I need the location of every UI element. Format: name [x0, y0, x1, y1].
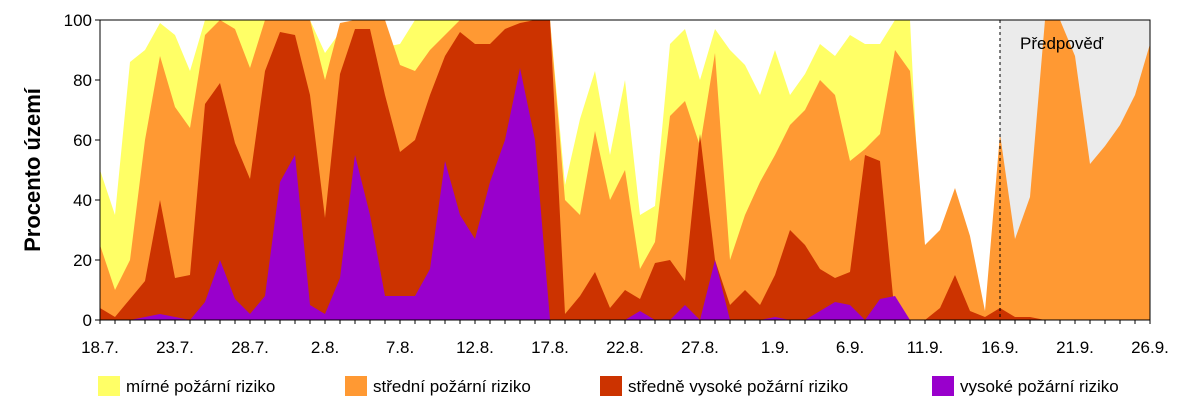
legend-label: mírné požární riziko [126, 377, 275, 396]
x-tick-label: 16.9. [981, 338, 1019, 357]
x-tick-label: 23.7. [156, 338, 194, 357]
legend-label: středně vysoké požární riziko [628, 377, 848, 396]
x-tick-label: 28.7. [231, 338, 269, 357]
x-tick-label: 18.7. [81, 338, 119, 357]
x-tick-label: 2.8. [311, 338, 339, 357]
series-layer [100, 20, 1150, 320]
x-tick-label: 26.9. [1131, 338, 1169, 357]
x-tick-label: 12.8. [456, 338, 494, 357]
x-tick-label: 22.8. [606, 338, 644, 357]
x-tick-label: 7.8. [386, 338, 414, 357]
x-tick-label: 11.9. [907, 338, 944, 357]
legend-label: střední požární riziko [373, 377, 531, 396]
axes-layer: 0 20 40 60 80 100 18.7. 23.7. 28.7. 2.8. 7.8. 12.8.… [64, 11, 1169, 357]
x-tick-label: 1.9. [761, 338, 789, 357]
forecast-label: Předpověď [1020, 34, 1104, 53]
y-tick-label: 80 [73, 71, 92, 90]
y-tick-label: 40 [73, 191, 92, 210]
legend: mírné požární riziko střední požární rizi… [98, 376, 1119, 396]
legend-label: vysoké požární riziko [960, 377, 1119, 396]
legend-swatch [600, 376, 622, 396]
series-area-4 [100, 68, 1150, 320]
legend-swatch [932, 376, 954, 396]
x-tick-label: 21.9. [1056, 338, 1094, 357]
y-axis-label: Procento území [20, 87, 45, 252]
y-tick-label: 100 [64, 11, 92, 30]
y-tick-label: 20 [73, 251, 92, 270]
y-tick-label: 60 [73, 131, 92, 150]
legend-swatch [345, 376, 367, 396]
x-tick-label: 6.9. [836, 338, 864, 357]
y-tick-label: 0 [83, 311, 92, 330]
x-tick-label: 27.8. [681, 338, 719, 357]
legend-swatch [98, 376, 120, 396]
x-tick-label: 17.8. [531, 338, 569, 357]
